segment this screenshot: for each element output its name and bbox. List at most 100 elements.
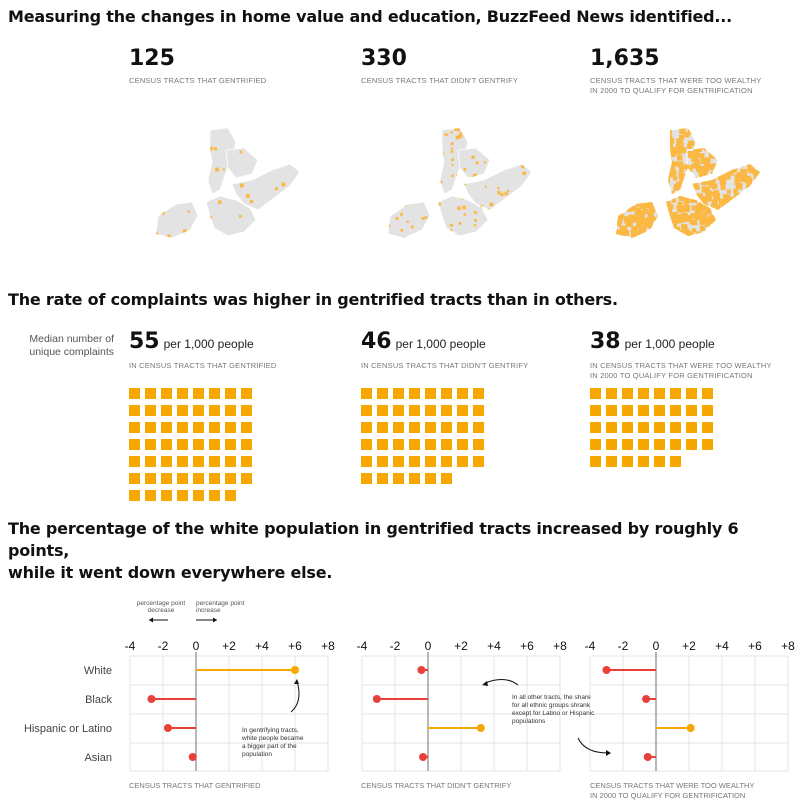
tract-cell bbox=[617, 197, 624, 204]
stat-label-line2: IN 2000 TO QUALIFY FOR GENTRIFICATION bbox=[590, 86, 753, 95]
tract-cell bbox=[199, 181, 204, 186]
tract-cell bbox=[450, 142, 454, 145]
complaint-square bbox=[161, 439, 172, 450]
tract-cell bbox=[642, 180, 648, 185]
tract-cell bbox=[631, 138, 636, 144]
tract-cell bbox=[690, 128, 697, 134]
tract-cell bbox=[750, 195, 755, 200]
change-dot bbox=[686, 724, 695, 732]
tract-cell bbox=[618, 134, 625, 141]
tract-cell bbox=[209, 229, 213, 232]
tract-cell bbox=[671, 214, 678, 222]
tract-cell bbox=[620, 150, 627, 158]
complaint-square bbox=[177, 388, 188, 399]
tract-cell bbox=[729, 129, 735, 136]
tract-cell bbox=[761, 152, 768, 159]
tract-cell bbox=[627, 206, 633, 212]
tract-cell bbox=[679, 178, 684, 184]
tract-cell bbox=[665, 157, 672, 165]
tract-cell bbox=[616, 149, 617, 156]
tract-cell bbox=[735, 132, 742, 138]
tract-cell bbox=[450, 131, 453, 134]
tract-cell bbox=[709, 214, 716, 222]
tract-cell bbox=[666, 221, 671, 227]
tract-cell bbox=[512, 138, 515, 142]
tract-cell bbox=[633, 133, 640, 140]
x-tick-label: +6 bbox=[288, 639, 302, 653]
complaint-square bbox=[377, 456, 388, 467]
tract-cell bbox=[215, 167, 219, 172]
tract-cell bbox=[724, 240, 730, 246]
tract-cell bbox=[754, 230, 760, 237]
complaint-square bbox=[161, 473, 172, 484]
waffle-gentrified bbox=[129, 388, 252, 501]
tract-cell bbox=[707, 145, 712, 150]
tract-cell bbox=[752, 130, 760, 138]
complaint-square bbox=[225, 456, 236, 467]
tract-cell bbox=[635, 168, 640, 173]
tract-cell bbox=[661, 237, 669, 238]
tract-cell bbox=[611, 144, 616, 149]
tract-cell bbox=[695, 207, 702, 213]
section3-heading: The percentage of the white population i… bbox=[8, 518, 798, 584]
tract-cell bbox=[716, 215, 721, 220]
complaint-square bbox=[193, 456, 204, 467]
tract-cell bbox=[285, 230, 288, 234]
tract-cell bbox=[667, 230, 674, 237]
tract-cell bbox=[656, 208, 663, 215]
tract-cell bbox=[651, 232, 658, 238]
change-dot bbox=[643, 753, 652, 761]
tract-cell bbox=[663, 196, 671, 203]
category-label: White bbox=[84, 665, 112, 677]
tract-cell bbox=[748, 209, 753, 214]
complaint-square bbox=[590, 405, 601, 416]
tract-cell bbox=[657, 143, 663, 149]
tract-cell bbox=[725, 143, 732, 150]
complaint-square bbox=[622, 439, 633, 450]
complaint-square bbox=[225, 422, 236, 433]
tract-cell bbox=[744, 175, 752, 183]
tract-cell bbox=[746, 217, 754, 225]
tract-cell bbox=[629, 178, 635, 184]
tract-cell bbox=[255, 135, 258, 138]
complaint-square bbox=[129, 439, 140, 450]
tract-cell bbox=[685, 215, 692, 222]
tract-cell bbox=[423, 151, 426, 155]
tract-cell bbox=[398, 180, 403, 184]
legend-increase-line2: increase bbox=[196, 607, 221, 614]
tract-cell bbox=[637, 220, 644, 227]
tract-cell bbox=[684, 132, 690, 138]
tract-cell bbox=[404, 171, 408, 175]
complaint-square bbox=[377, 439, 388, 450]
tract-cell bbox=[616, 206, 621, 213]
complaint-square bbox=[209, 388, 220, 399]
tract-cell bbox=[719, 165, 725, 171]
tract-cell bbox=[669, 233, 677, 238]
tract-cell bbox=[759, 144, 760, 151]
tract-cell bbox=[395, 128, 398, 130]
complaint-square bbox=[473, 456, 484, 467]
tract-cell bbox=[738, 175, 746, 182]
tract-cell bbox=[616, 156, 619, 163]
tract-cell bbox=[416, 165, 420, 168]
tract-cell bbox=[421, 217, 425, 220]
complaints-unit: per 1,000 people bbox=[395, 337, 486, 351]
x-tick-label: 0 bbox=[425, 639, 432, 653]
complaint-square bbox=[654, 405, 665, 416]
change-dot bbox=[419, 753, 428, 761]
tract-cell bbox=[457, 184, 461, 188]
tract-cell bbox=[705, 220, 711, 225]
tract-cell bbox=[697, 132, 703, 138]
tract-cell bbox=[630, 140, 638, 148]
tract-cell bbox=[699, 214, 706, 220]
tract-cell bbox=[281, 182, 286, 187]
complaint-square bbox=[225, 388, 236, 399]
complaint-square bbox=[622, 405, 633, 416]
complaints-value: 38 bbox=[590, 329, 621, 354]
tract-cell bbox=[758, 190, 760, 198]
tract-cell bbox=[182, 229, 187, 234]
tract-cell bbox=[756, 160, 760, 166]
complaint-square bbox=[702, 405, 713, 416]
tract-cell bbox=[750, 189, 757, 197]
complaints-not-gentrified: 46 per 1,000 people IN CENSUS TRACTS THAT… bbox=[361, 329, 528, 371]
